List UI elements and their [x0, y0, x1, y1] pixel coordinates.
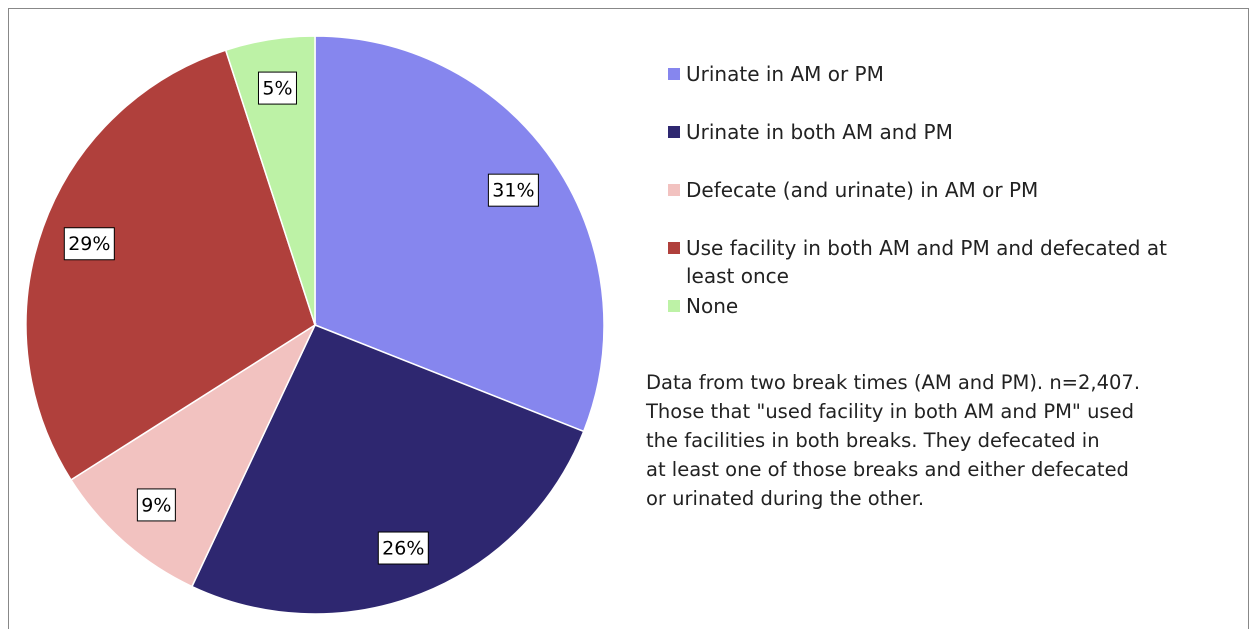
note: Data from two break times (AM and PM). n…: [646, 368, 1140, 513]
data-label: 5%: [262, 78, 292, 100]
note-line: Data from two break times (AM and PM). n…: [646, 371, 1141, 394]
legend-item: Use facility in both AM and PM and defec…: [668, 234, 1198, 290]
legend-label: Urinate in both AM and PM: [686, 120, 953, 144]
data-label-box: [136, 488, 176, 522]
data-label-box: [63, 227, 115, 261]
data-label-box: [377, 531, 429, 565]
legend: Urinate in AM or PM Urinate in both AM an…: [668, 60, 1198, 350]
chart-frame: [8, 8, 1249, 629]
legend-item: Urinate in both AM and PM: [668, 118, 1198, 146]
pie-slice: [314, 35, 605, 433]
data-label: 31%: [492, 180, 534, 202]
legend-label: Defecate (and urinate) in AM or PM: [686, 178, 1039, 202]
legend-label: None: [686, 294, 739, 318]
legend-swatch: [668, 184, 680, 196]
data-label: 9%: [141, 494, 171, 516]
data-label: 29%: [68, 233, 110, 255]
legend-label: Use facility in both AM and PM and defec…: [686, 236, 1167, 288]
pie-slice: [25, 49, 316, 481]
data-label-box: [487, 173, 539, 207]
legend-swatch: [668, 242, 680, 254]
note-line: Those that "used facility in both AM and…: [646, 400, 1134, 423]
note-line: the facilities in both breaks. They defe…: [646, 429, 1100, 452]
legend-item: Urinate in AM or PM: [668, 60, 1198, 88]
note-line: or urinated during the other.: [646, 487, 925, 510]
legend-label: Urinate in AM or PM: [686, 62, 884, 86]
pie-slice: [69, 322, 317, 588]
pie-slice: [190, 324, 585, 615]
data-label: 26%: [382, 538, 424, 560]
legend-swatch: [668, 300, 680, 312]
note-line: at least one of those breaks and either …: [646, 458, 1129, 481]
pie: [25, 35, 605, 615]
legend-swatch: [668, 68, 680, 80]
data-labels: 31% 26% 9% 29% 5%: [63, 71, 539, 565]
legend-item: None: [668, 292, 1198, 320]
data-label-box: [257, 71, 297, 105]
pie-slice: [224, 35, 316, 326]
legend-swatch: [668, 126, 680, 138]
legend-item: Defecate (and urinate) in AM or PM: [668, 176, 1198, 204]
